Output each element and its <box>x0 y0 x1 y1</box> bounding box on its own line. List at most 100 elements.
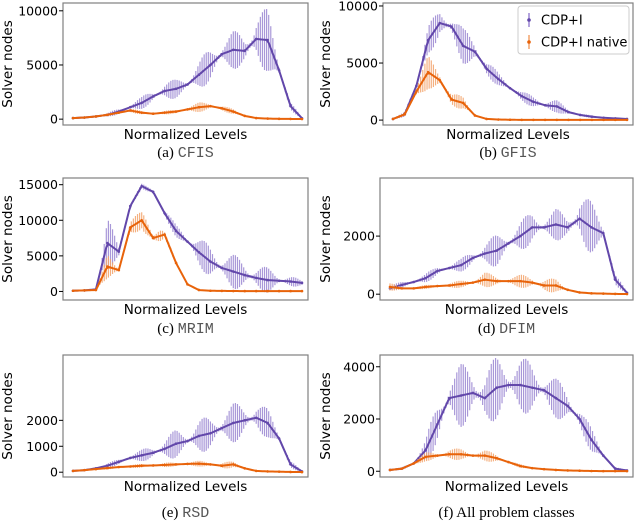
axes-frame <box>62 354 309 478</box>
data-point <box>151 95 155 98</box>
data-point <box>578 291 581 294</box>
data-point <box>543 103 547 107</box>
y-tick-label: 10000 <box>18 3 58 18</box>
data-point <box>220 289 224 293</box>
data-point <box>163 211 166 215</box>
data-point <box>243 289 247 293</box>
series-cdp-i <box>71 403 304 473</box>
data-point <box>426 38 430 42</box>
data-point <box>94 115 98 118</box>
panel-d: 0 2000 Normalized Levels Solver nodes (d) DF… <box>318 177 634 338</box>
data-point <box>254 469 258 473</box>
legend-box <box>517 5 630 55</box>
data-point <box>602 231 605 235</box>
data-point <box>578 417 581 421</box>
mean-line <box>392 71 627 121</box>
data-point <box>243 419 247 422</box>
data-point <box>424 276 427 280</box>
data-point <box>140 101 143 105</box>
data-point <box>232 463 235 466</box>
data-point <box>590 469 593 473</box>
y-tick-label: 0 <box>50 465 58 480</box>
data-point <box>473 50 477 53</box>
data-point <box>508 86 512 90</box>
data-point <box>140 111 143 114</box>
panel-b: 0 5000 10000 Normalized Levels Solver nodes (… <box>318 0 634 162</box>
data-point <box>459 263 463 267</box>
data-point <box>532 100 535 104</box>
data-point <box>266 421 269 425</box>
data-point <box>128 204 132 208</box>
data-point <box>388 285 392 289</box>
axes-frame <box>379 354 634 478</box>
y-axis-label: Solver nodes <box>318 195 334 282</box>
data-point <box>289 470 292 474</box>
legend-marker-icon <box>527 40 531 44</box>
y-tick-label: 2000 <box>26 413 58 428</box>
y-axis-label: Solver nodes <box>0 195 16 282</box>
data-point <box>243 114 247 118</box>
data-point <box>106 466 109 470</box>
data-point <box>186 283 189 286</box>
data-point <box>447 396 451 400</box>
data-point <box>151 112 155 116</box>
data-point <box>590 438 593 442</box>
data-point <box>289 463 292 466</box>
data-point <box>128 105 132 109</box>
data-point <box>554 223 558 226</box>
data-point <box>554 284 558 287</box>
data-point <box>497 77 500 81</box>
y-tick-label: 10000 <box>338 0 378 13</box>
panel-e: 0 1000 2000 Normalized Levels Solver nodes (e… <box>0 354 309 522</box>
caption-name: CFIS <box>178 145 214 162</box>
data-point <box>289 280 292 283</box>
data-point <box>117 460 121 464</box>
data-point <box>555 105 559 108</box>
legend: CDP+I CDP+I native <box>517 5 630 55</box>
data-point <box>483 278 487 281</box>
data-point <box>459 452 463 456</box>
data-point <box>436 269 439 273</box>
series-cdp-i-native <box>388 272 629 296</box>
data-point <box>590 118 594 122</box>
data-point <box>243 273 247 277</box>
data-point <box>424 285 427 289</box>
data-point <box>186 439 189 443</box>
series-cdp-i-native <box>71 102 304 121</box>
axes-frame <box>62 177 309 301</box>
data-point <box>117 250 121 253</box>
data-point <box>106 241 109 245</box>
data-point <box>554 468 558 472</box>
y-tick-label: 0 <box>370 113 378 128</box>
data-point <box>424 455 427 459</box>
data-point <box>300 470 304 474</box>
panel-c: 0 5000 10000 15000 Normalized Levels Solver n… <box>0 177 309 338</box>
data-point <box>71 289 75 293</box>
data-point <box>243 49 247 53</box>
x-axis-label: Normalized Levels <box>124 479 248 495</box>
panel-f: 0 2000 4000 Normalized Levels Solver nodes (f… <box>318 354 634 521</box>
data-point <box>415 90 418 93</box>
data-point <box>495 249 498 252</box>
series-cdp-i <box>391 14 629 121</box>
data-point <box>436 422 439 426</box>
data-point <box>140 184 143 188</box>
data-point <box>497 118 500 121</box>
data-point <box>519 279 522 283</box>
data-point <box>186 83 189 86</box>
data-point <box>625 469 629 473</box>
data-point <box>507 279 510 283</box>
caption-prefix: (c) <box>157 321 177 337</box>
mean-line <box>72 37 303 120</box>
data-point <box>613 469 617 473</box>
caption-name: All problem classes <box>456 505 574 521</box>
subplot-caption: (e) RSD <box>162 505 209 522</box>
data-point <box>471 391 475 395</box>
y-tick-label: 2000 <box>343 412 375 427</box>
data-point <box>300 117 304 121</box>
panel-a: 0 5000 10000 Normalized Levels Solver nodes (… <box>0 2 309 162</box>
data-point <box>530 386 534 389</box>
data-point <box>530 226 534 229</box>
data-point <box>174 229 178 233</box>
data-point <box>117 268 121 272</box>
